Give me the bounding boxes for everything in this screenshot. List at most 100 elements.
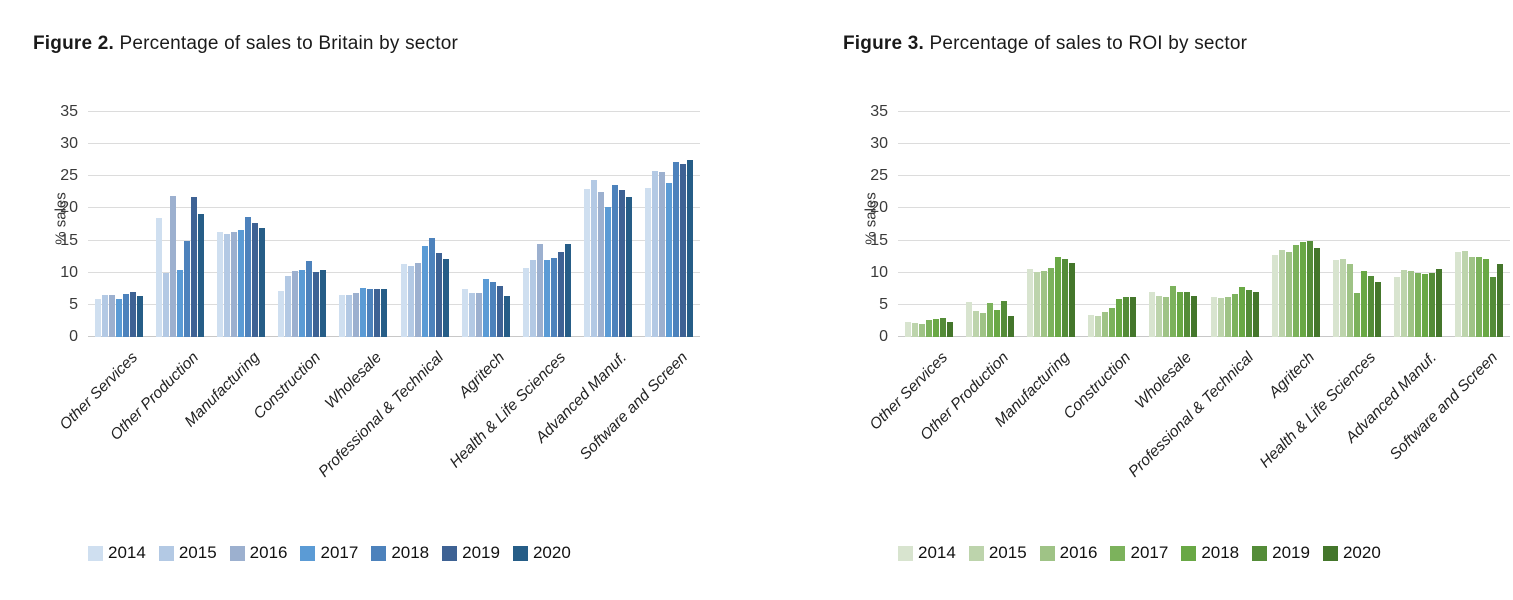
legend-year-label: 2016 (1059, 543, 1098, 562)
legend-item: 2019 (442, 543, 500, 563)
bar (1483, 258, 1490, 337)
gridline (898, 175, 1510, 177)
bar (237, 230, 244, 337)
bar (94, 299, 101, 337)
bar (1455, 252, 1462, 337)
x-axis-category-label: Construction (250, 349, 325, 423)
legend-item: 2016 (1039, 543, 1098, 563)
bar (1184, 292, 1191, 337)
figure3-panel: Figure 3. Percentage of sales to ROI by … (843, 0, 1513, 600)
x-axis-category-label: Manufacturing (181, 349, 264, 431)
bar (939, 317, 946, 337)
legend-swatch (1252, 545, 1268, 561)
bar (190, 196, 197, 337)
bar-group (1020, 112, 1081, 337)
gridline (88, 207, 700, 209)
bar (946, 322, 953, 337)
bar (1346, 263, 1353, 337)
bar (965, 302, 972, 337)
x-axis-category-label: Advanced Manuf. (532, 349, 631, 447)
bar (1394, 277, 1401, 337)
legend-year-label: 2017 (1130, 543, 1169, 562)
legend-year-label: 2019 (1272, 543, 1310, 562)
gridline (88, 239, 700, 241)
figure3-plot-area: 0 5 10 15 20 25 30 35 Other Services Other Produc… (866, 104, 1510, 481)
legend-swatch (158, 545, 174, 561)
bar (489, 282, 496, 337)
bar-group (959, 112, 1020, 337)
x-axis-baseline (88, 336, 700, 337)
bar (306, 260, 313, 337)
bar (591, 179, 598, 337)
bar (645, 187, 652, 337)
bar (482, 278, 489, 337)
y-axis-tick-label: 10 (870, 263, 888, 281)
bar (1429, 273, 1436, 337)
legend-year-label: 2020 (1342, 543, 1381, 562)
bar (115, 299, 122, 337)
bar (1033, 272, 1040, 337)
bar (1469, 256, 1476, 337)
bar (564, 244, 571, 337)
legend-year-label: 2019 (462, 543, 500, 562)
legend-item: 2018 (1181, 543, 1239, 563)
bar (911, 322, 918, 337)
y-axis-tick-label: 35 (60, 103, 78, 120)
bar-group (210, 112, 271, 337)
bar (1130, 297, 1137, 337)
bar (1116, 299, 1123, 337)
bar (428, 238, 435, 337)
bar-group (88, 112, 149, 337)
figure3-legend: 2014 2015 2016 2017 2018 2019 2020 (898, 543, 1381, 563)
gridline (898, 111, 1510, 112)
legend-item: 2019 (1252, 543, 1310, 563)
bar (136, 295, 143, 337)
bar (1047, 268, 1054, 337)
bar (468, 293, 475, 337)
x-axis-category-label: Health & Life Sciences (446, 349, 570, 472)
bar-group (1388, 112, 1449, 337)
x-axis-category-label: Wholesale (1132, 349, 1196, 413)
bar (169, 195, 176, 337)
bar (1149, 292, 1156, 337)
bar-group (272, 112, 333, 337)
legend-item: 2015 (158, 543, 217, 563)
legend-year-label: 2015 (988, 543, 1027, 562)
gridline (898, 207, 1510, 209)
x-axis-category-label: Other Services (56, 349, 141, 434)
bar (197, 213, 204, 337)
legend-year-label: 2017 (320, 543, 359, 562)
bar-group (149, 112, 210, 337)
figure3-title-label: Figure 3. (843, 33, 924, 54)
bar (1497, 264, 1504, 337)
bar (918, 324, 925, 337)
bar-group (516, 112, 577, 337)
bar (687, 160, 694, 337)
bar (251, 223, 258, 337)
bar (1163, 296, 1170, 337)
bar (414, 263, 421, 337)
bar (223, 233, 230, 337)
legend-year-label: 2020 (532, 543, 571, 562)
bar (353, 292, 360, 337)
gridline (88, 111, 700, 112)
bar (360, 287, 367, 337)
bar (1054, 257, 1061, 337)
bar (1000, 301, 1007, 337)
legend-item: 2017 (300, 543, 358, 563)
x-axis-category-label: Software and Screen (1387, 349, 1502, 464)
bar (1007, 316, 1014, 337)
bar (400, 264, 407, 337)
x-axis-labels: Other Services Other Production Manufactur… (56, 337, 700, 502)
legend-swatch (300, 545, 316, 561)
bar (1245, 290, 1252, 337)
legend-year-label: 2014 (108, 543, 146, 562)
y-axis-tick-label: 5 (69, 295, 78, 313)
legend-swatch (968, 545, 984, 561)
legend-swatch (1039, 545, 1055, 561)
legend-year-label: 2014 (918, 543, 956, 562)
bar (381, 288, 388, 337)
y-axis-tick-label: 0 (69, 328, 78, 345)
bars-row (898, 112, 1510, 337)
bar (1068, 263, 1075, 337)
